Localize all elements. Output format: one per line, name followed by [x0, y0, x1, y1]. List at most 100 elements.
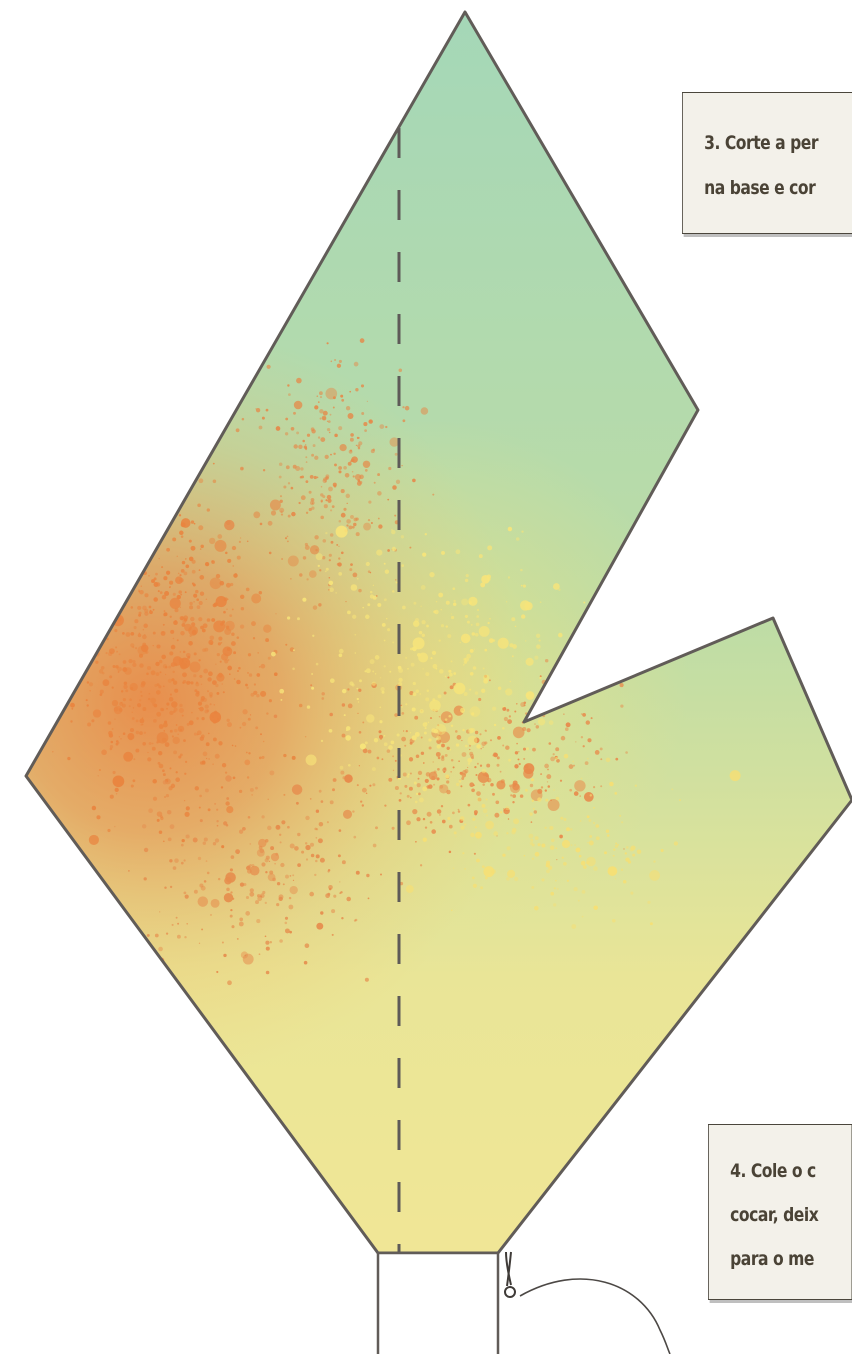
- splatter-dot: [511, 827, 517, 833]
- splatter-dot: [256, 894, 261, 898]
- splatter-dot: [396, 733, 400, 737]
- splatter-dot: [380, 686, 385, 692]
- splatter-dot: [195, 681, 199, 684]
- splatter-dot: [98, 526, 104, 531]
- splatter-dot: [505, 745, 510, 750]
- splatter-dot: [374, 673, 377, 675]
- splatter-dot: [303, 960, 308, 965]
- splatter-dot: [347, 461, 352, 466]
- splatter-dot: [265, 940, 270, 945]
- splatter-dot: [118, 653, 121, 656]
- splatter-dot: [404, 405, 410, 411]
- splatter-dot: [225, 801, 230, 806]
- splatter-dot: [333, 452, 336, 456]
- splatter-dot: [379, 706, 382, 709]
- splatter-dot: [429, 820, 433, 824]
- splatter-dot: [287, 540, 289, 543]
- splatter-dot: [202, 697, 207, 702]
- splatter-dot: [169, 580, 174, 585]
- splatter-dot: [449, 748, 452, 751]
- splatter-dot: [395, 579, 397, 581]
- splatter-dot: [163, 610, 166, 612]
- splatter-dot: [199, 819, 203, 823]
- splatter-dot: [500, 811, 503, 814]
- splatter-dot: [314, 455, 319, 460]
- splatter-dot: [405, 656, 408, 660]
- splatter-dot: [132, 662, 137, 668]
- splatter-dot: [478, 554, 483, 559]
- splatter-dot: [514, 764, 519, 769]
- splatter-dot: [520, 568, 523, 572]
- splatter-dot: [177, 725, 185, 733]
- splatter-dot: [505, 601, 508, 603]
- splatter-dot: [474, 632, 479, 637]
- splatter-dot: [485, 820, 494, 830]
- splatter-dot: [158, 685, 162, 689]
- splatter-dot: [337, 562, 342, 567]
- splatter-dot: [312, 444, 316, 448]
- splatter-dot: [315, 662, 319, 666]
- splatter-dot: [622, 880, 627, 884]
- splatter-dot: [528, 833, 534, 839]
- splatter-dot: [573, 791, 579, 796]
- splatter-dot: [139, 663, 144, 668]
- splatter-dot: [320, 500, 323, 503]
- splatter-dot: [138, 632, 140, 634]
- splatter-dot: [171, 701, 178, 708]
- splatter-dot: [70, 650, 72, 653]
- splatter-dot: [260, 690, 267, 697]
- splatter-dot: [138, 653, 144, 658]
- splatter-dot: [462, 728, 465, 732]
- splatter-dot: [138, 589, 140, 592]
- splatter-dot: [162, 685, 165, 688]
- splatter-dot: [120, 690, 124, 693]
- splatter-dot: [224, 627, 232, 636]
- splatter-dot: [280, 513, 284, 516]
- splatter-dot: [309, 891, 315, 897]
- splatter-dot: [520, 584, 523, 587]
- splatter-dot: [531, 799, 534, 802]
- splatter-dot: [582, 745, 585, 748]
- splatter-dot: [627, 860, 632, 864]
- splatter-dot: [217, 877, 221, 881]
- splatter-dot: [118, 736, 121, 738]
- splatter-dot: [391, 529, 396, 535]
- splatter-dot: [109, 745, 114, 749]
- splatter-dot: [179, 616, 184, 621]
- splatter-dot: [340, 489, 345, 494]
- splatter-dot: [463, 660, 468, 664]
- splatter-dot: [474, 765, 477, 769]
- splatter-dot: [178, 514, 182, 517]
- splatter-dot: [172, 866, 177, 870]
- splatter-dot: [169, 729, 173, 733]
- splatter-dot: [392, 641, 395, 644]
- splatter-dot: [353, 361, 359, 367]
- splatter-dot: [358, 765, 361, 767]
- splatter-dot: [253, 511, 261, 519]
- splatter-dot: [432, 663, 438, 669]
- splatter-dot: [162, 780, 168, 785]
- splatter-dot: [356, 784, 359, 787]
- splatter-dot: [180, 593, 183, 596]
- splatter-dot: [402, 730, 405, 732]
- splatter-dot: [409, 691, 414, 696]
- splatter-dot: [337, 854, 341, 858]
- splatter-dot: [138, 590, 141, 593]
- splatter-dot: [525, 657, 534, 666]
- splatter-dot: [132, 779, 136, 783]
- splatter-dot: [481, 741, 487, 747]
- splatter-dot: [169, 859, 173, 863]
- splatter-dot: [284, 537, 288, 540]
- splatter-dot: [407, 773, 410, 776]
- splatter-dot: [486, 763, 491, 768]
- splatter-dot: [117, 666, 122, 672]
- splatter-dot: [345, 493, 351, 499]
- splatter-dot: [181, 623, 186, 627]
- splatter-dot: [439, 784, 444, 789]
- splatter-dot: [163, 612, 168, 617]
- splatter-dot: [321, 555, 326, 560]
- splatter-dot: [166, 547, 170, 552]
- splatter-dot: [109, 747, 113, 751]
- splatter-dot: [476, 615, 480, 618]
- splatter-dot: [328, 576, 331, 579]
